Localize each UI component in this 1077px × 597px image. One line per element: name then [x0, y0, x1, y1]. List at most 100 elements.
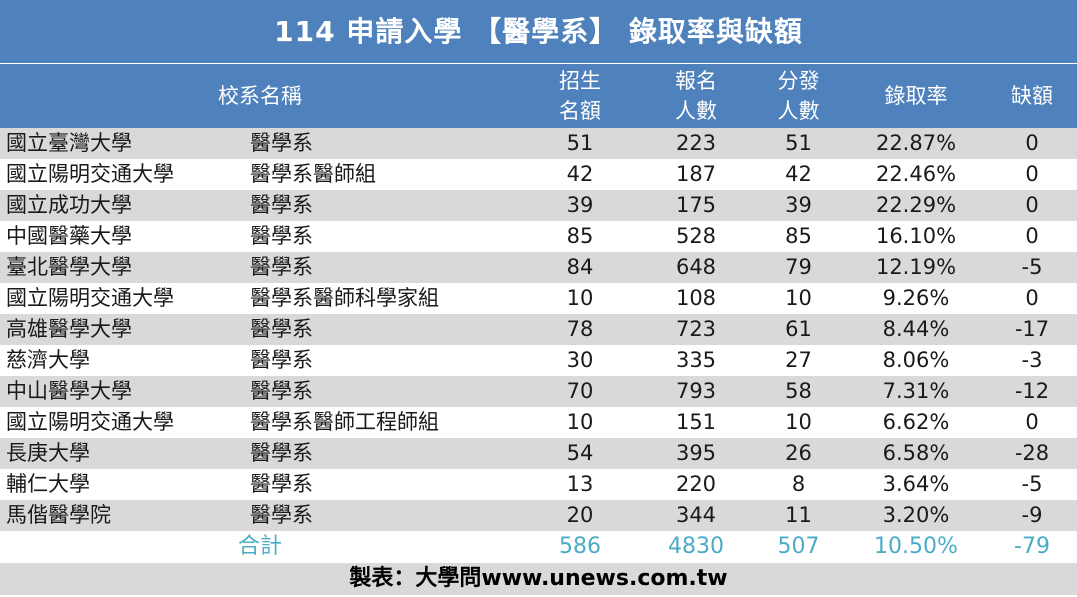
admission-table: 校系名稱 招生 名額 報名 人數 分發 人數 錄取率 缺額 國立臺灣大學 醫學系 51 22…	[0, 64, 1077, 563]
quota-cell: 51	[520, 128, 640, 159]
school-cell: 高雄醫學大學	[0, 314, 250, 345]
table-row: 國立陽明交通大學 醫學系醫師工程師組 10 151 10 6.62% 0	[0, 407, 1077, 438]
table-title: 114 申請入學 【醫學系】 錄取率與缺額	[0, 0, 1077, 64]
school-cell: 中山醫學大學	[0, 376, 250, 407]
assigned-cell: 61	[752, 314, 845, 345]
rate-cell: 22.46%	[845, 159, 987, 190]
applicants-cell: 151	[640, 407, 752, 438]
assigned-cell: 10	[752, 407, 845, 438]
table-row: 國立臺灣大學 醫學系 51 223 51 22.87% 0	[0, 128, 1077, 159]
rate-cell: 8.44%	[845, 314, 987, 345]
table-body: 國立臺灣大學 醫學系 51 223 51 22.87% 0 國立陽明交通大學 醫學系醫師組 42 1…	[0, 128, 1077, 531]
quota-cell: 10	[520, 407, 640, 438]
rate-cell: 22.87%	[845, 128, 987, 159]
rate-cell: 3.20%	[845, 500, 987, 531]
dept-cell: 醫學系	[250, 128, 520, 159]
vacancy-cell: -5	[987, 252, 1077, 283]
assigned-cell: 85	[752, 221, 845, 252]
school-cell: 國立臺灣大學	[0, 128, 250, 159]
applicants-cell: 528	[640, 221, 752, 252]
school-cell: 慈濟大學	[0, 345, 250, 376]
source-footer: 製表：大學問www.unews.com.tw	[0, 563, 1077, 595]
school-cell: 長庚大學	[0, 438, 250, 469]
rate-cell: 16.10%	[845, 221, 987, 252]
table-total: 合計 586 4830 507 10.50% -79	[0, 531, 1077, 563]
rate-cell: 12.19%	[845, 252, 987, 283]
quota-cell: 13	[520, 469, 640, 500]
rate-cell: 7.31%	[845, 376, 987, 407]
vacancy-cell: -9	[987, 500, 1077, 531]
total-quota: 586	[520, 531, 640, 563]
assigned-cell: 10	[752, 283, 845, 314]
header-assigned: 分發 人數	[752, 64, 845, 128]
assigned-cell: 39	[752, 190, 845, 221]
table-row: 國立成功大學 醫學系 39 175 39 22.29% 0	[0, 190, 1077, 221]
dept-cell: 醫學系	[250, 345, 520, 376]
quota-cell: 84	[520, 252, 640, 283]
vacancy-cell: 0	[987, 190, 1077, 221]
applicants-cell: 648	[640, 252, 752, 283]
school-cell: 國立陽明交通大學	[0, 283, 250, 314]
vacancy-cell: -17	[987, 314, 1077, 345]
quota-cell: 85	[520, 221, 640, 252]
school-cell: 輔仁大學	[0, 469, 250, 500]
total-assigned: 507	[752, 531, 845, 563]
quota-cell: 42	[520, 159, 640, 190]
table-row: 馬偕醫學院 醫學系 20 344 11 3.20% -9	[0, 500, 1077, 531]
quota-cell: 78	[520, 314, 640, 345]
applicants-cell: 108	[640, 283, 752, 314]
rate-cell: 8.06%	[845, 345, 987, 376]
rate-cell: 6.62%	[845, 407, 987, 438]
applicants-cell: 335	[640, 345, 752, 376]
assigned-cell: 11	[752, 500, 845, 531]
total-row: 合計 586 4830 507 10.50% -79	[0, 531, 1077, 563]
applicants-cell: 344	[640, 500, 752, 531]
vacancy-cell: 0	[987, 283, 1077, 314]
applicants-cell: 223	[640, 128, 752, 159]
table-row: 慈濟大學 醫學系 30 335 27 8.06% -3	[0, 345, 1077, 376]
school-cell: 國立陽明交通大學	[0, 159, 250, 190]
vacancy-cell: 0	[987, 221, 1077, 252]
total-vacancy: -79	[987, 531, 1077, 563]
dept-cell: 醫學系	[250, 376, 520, 407]
table-row: 長庚大學 醫學系 54 395 26 6.58% -28	[0, 438, 1077, 469]
assigned-cell: 79	[752, 252, 845, 283]
total-applicants: 4830	[640, 531, 752, 563]
dept-cell: 醫學系	[250, 500, 520, 531]
applicants-cell: 175	[640, 190, 752, 221]
assigned-cell: 27	[752, 345, 845, 376]
table-row: 國立陽明交通大學 醫學系醫師科學家組 10 108 10 9.26% 0	[0, 283, 1077, 314]
table-row: 臺北醫學大學 醫學系 84 648 79 12.19% -5	[0, 252, 1077, 283]
table-row: 中國醫藥大學 醫學系 85 528 85 16.10% 0	[0, 221, 1077, 252]
assigned-cell: 8	[752, 469, 845, 500]
dept-cell: 醫學系	[250, 190, 520, 221]
quota-cell: 10	[520, 283, 640, 314]
vacancy-cell: -12	[987, 376, 1077, 407]
rate-cell: 3.64%	[845, 469, 987, 500]
quota-cell: 30	[520, 345, 640, 376]
header-name: 校系名稱	[0, 64, 520, 128]
vacancy-cell: -3	[987, 345, 1077, 376]
total-label: 合計	[0, 531, 520, 563]
school-cell: 國立成功大學	[0, 190, 250, 221]
dept-cell: 醫學系	[250, 469, 520, 500]
dept-cell: 醫學系	[250, 221, 520, 252]
applicants-cell: 395	[640, 438, 752, 469]
rate-cell: 22.29%	[845, 190, 987, 221]
vacancy-cell: 0	[987, 128, 1077, 159]
quota-cell: 39	[520, 190, 640, 221]
header-applicants: 報名 人數	[640, 64, 752, 128]
dept-cell: 醫學系	[250, 252, 520, 283]
vacancy-cell: 0	[987, 407, 1077, 438]
vacancy-cell: -28	[987, 438, 1077, 469]
assigned-cell: 42	[752, 159, 845, 190]
assigned-cell: 51	[752, 128, 845, 159]
table-row: 高雄醫學大學 醫學系 78 723 61 8.44% -17	[0, 314, 1077, 345]
quota-cell: 54	[520, 438, 640, 469]
school-cell: 中國醫藥大學	[0, 221, 250, 252]
dept-cell: 醫學系	[250, 314, 520, 345]
table-row: 中山醫學大學 醫學系 70 793 58 7.31% -12	[0, 376, 1077, 407]
school-cell: 馬偕醫學院	[0, 500, 250, 531]
applicants-cell: 220	[640, 469, 752, 500]
